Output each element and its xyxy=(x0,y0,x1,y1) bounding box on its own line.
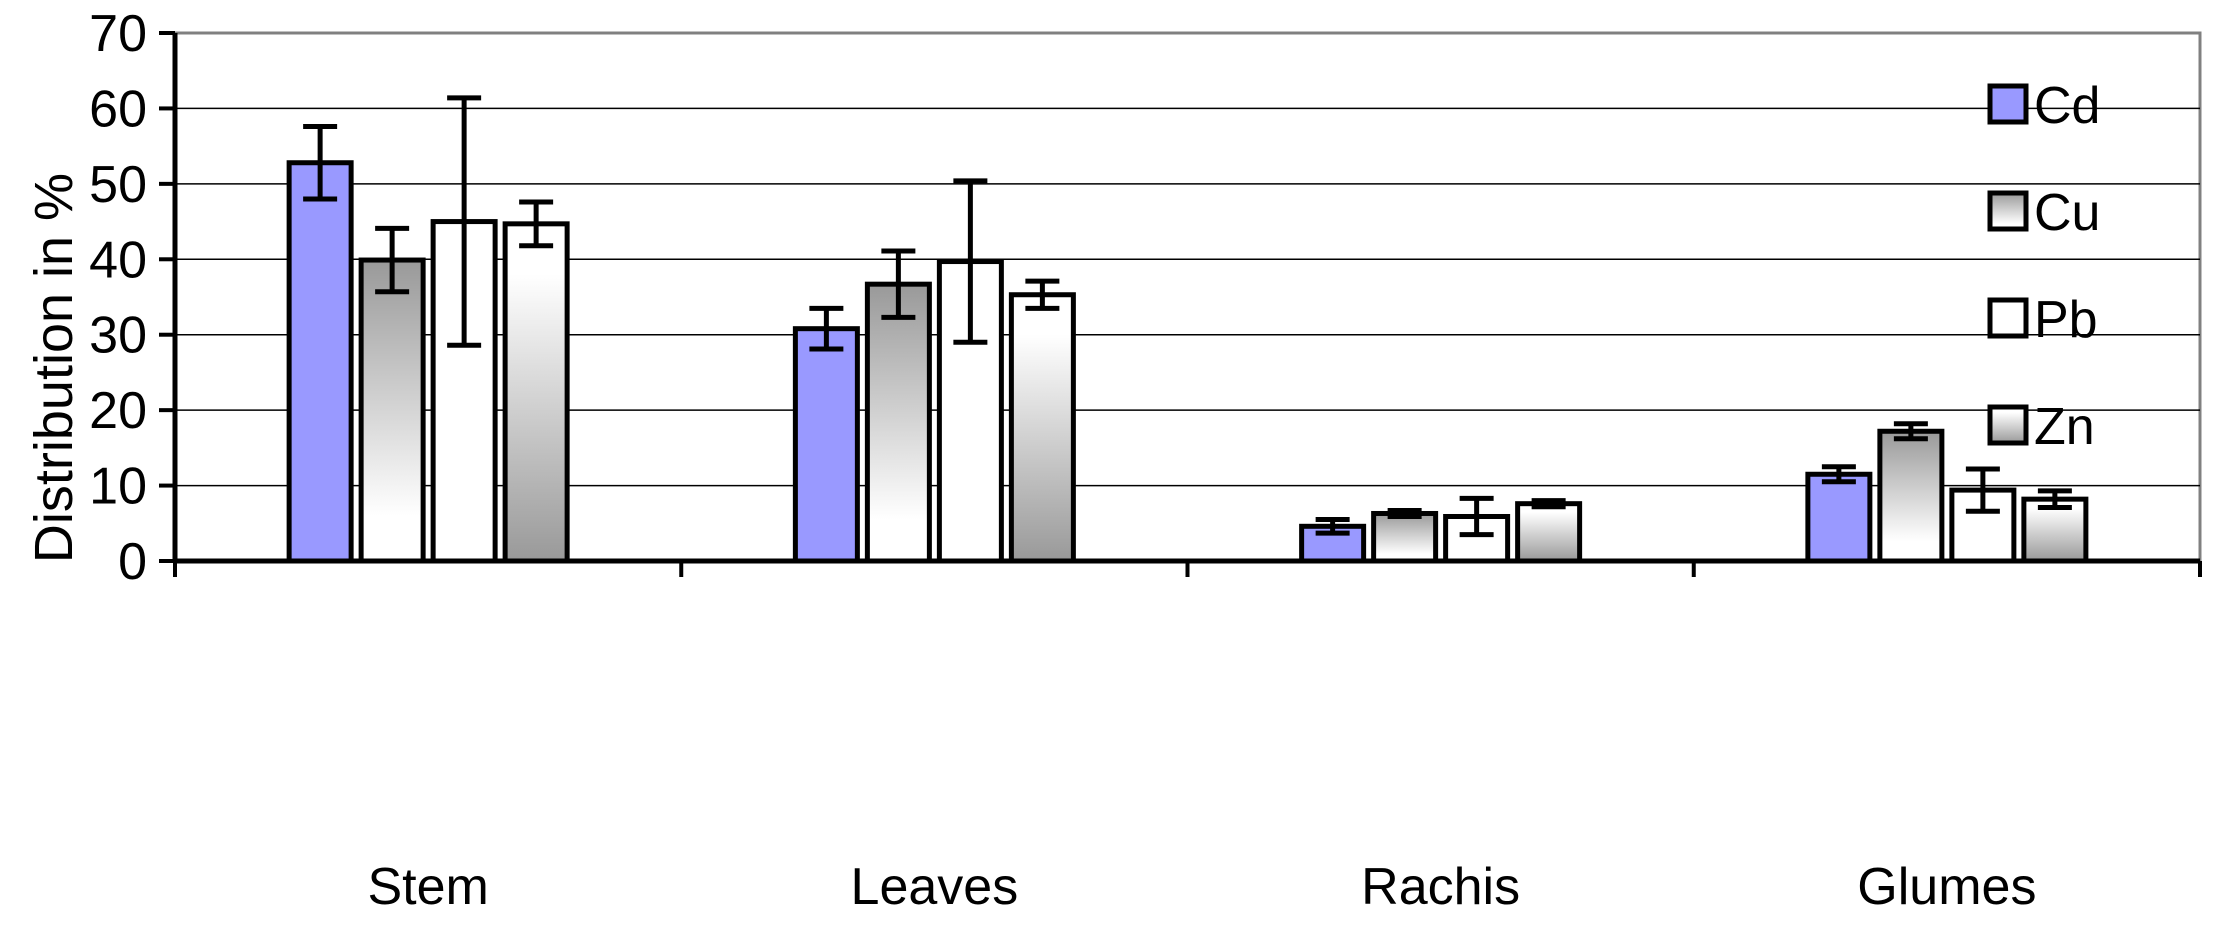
y-tick-label: 40 xyxy=(89,231,147,289)
x-tick-label: Leaves xyxy=(851,858,1019,916)
x-tick-label: Rachis xyxy=(1361,858,1520,916)
bar-cu-stem xyxy=(358,257,426,564)
legend-item-pb: Pb xyxy=(1987,291,2098,349)
error-bar-cu-leaves xyxy=(881,248,916,320)
legend-item-zn: Zn xyxy=(1987,398,2095,456)
bar-cd-leaves xyxy=(792,326,860,564)
y-tick-label: 0 xyxy=(118,533,147,591)
y-axis-ticks: 0 10 20 30 40 50 60 70 xyxy=(89,5,175,591)
bar-cd-glumes xyxy=(1805,471,1873,564)
y-axis-label: Distribution in % xyxy=(24,173,84,563)
legend-swatch xyxy=(1987,297,2029,339)
error-bar-pb-glumes xyxy=(1965,466,2000,514)
bars xyxy=(286,95,2089,564)
error-bar-cd-rachis xyxy=(1315,517,1350,536)
error-bar-cd-leaves xyxy=(809,305,844,352)
legend-item-cu: Cu xyxy=(1987,184,2100,242)
error-bar-cu-rachis xyxy=(1387,507,1422,519)
error-bar-cd-stem xyxy=(303,124,338,202)
bar-cu-rachis xyxy=(1371,510,1439,564)
error-bar-cu-glumes xyxy=(1893,421,1928,442)
bar-zn-rachis xyxy=(1515,501,1583,564)
legend-swatch xyxy=(1987,190,2029,232)
legend-label: Zn xyxy=(2034,398,2095,456)
bar-zn-stem xyxy=(502,221,570,564)
error-bar-cu-stem xyxy=(375,225,410,295)
error-bar-pb-leaves xyxy=(953,178,988,345)
x-axis-ticks: Stem Leaves Rachis Glumes xyxy=(173,561,2202,916)
y-tick-label: 70 xyxy=(89,5,147,63)
x-tick-label: Glumes xyxy=(1857,858,2036,916)
error-bar-zn-rachis xyxy=(1531,498,1566,510)
legend-label: Cd xyxy=(2034,77,2100,135)
legend-label: Cu xyxy=(2034,184,2100,242)
error-bar-cd-glumes xyxy=(1821,464,1856,485)
y-tick-label: 20 xyxy=(89,382,147,440)
error-bar-zn-glumes xyxy=(2037,488,2072,510)
y-tick-label: 60 xyxy=(89,80,147,138)
y-tick-label: 50 xyxy=(89,156,147,214)
legend-swatch xyxy=(1987,83,2029,125)
legend: Cd Cu Pb Zn xyxy=(1987,77,2100,456)
bar-cu-glumes xyxy=(1877,428,1945,564)
legend-label: Pb xyxy=(2034,291,2098,349)
legend-swatch xyxy=(1987,404,2029,446)
error-bar-pb-stem xyxy=(447,95,482,348)
error-bar-zn-leaves xyxy=(1025,278,1060,311)
y-tick-label: 10 xyxy=(89,458,147,516)
x-tick-label: Stem xyxy=(367,858,488,916)
y-tick-label: 30 xyxy=(89,307,147,365)
bar-pb-glumes xyxy=(1949,487,2017,564)
bar-cd-stem xyxy=(286,160,354,564)
error-bar-pb-rachis xyxy=(1459,495,1494,538)
bar-zn-leaves xyxy=(1008,292,1076,564)
bar-cu-leaves xyxy=(864,281,932,564)
error-bar-zn-stem xyxy=(519,199,554,249)
legend-item-cd: Cd xyxy=(1987,77,2100,135)
